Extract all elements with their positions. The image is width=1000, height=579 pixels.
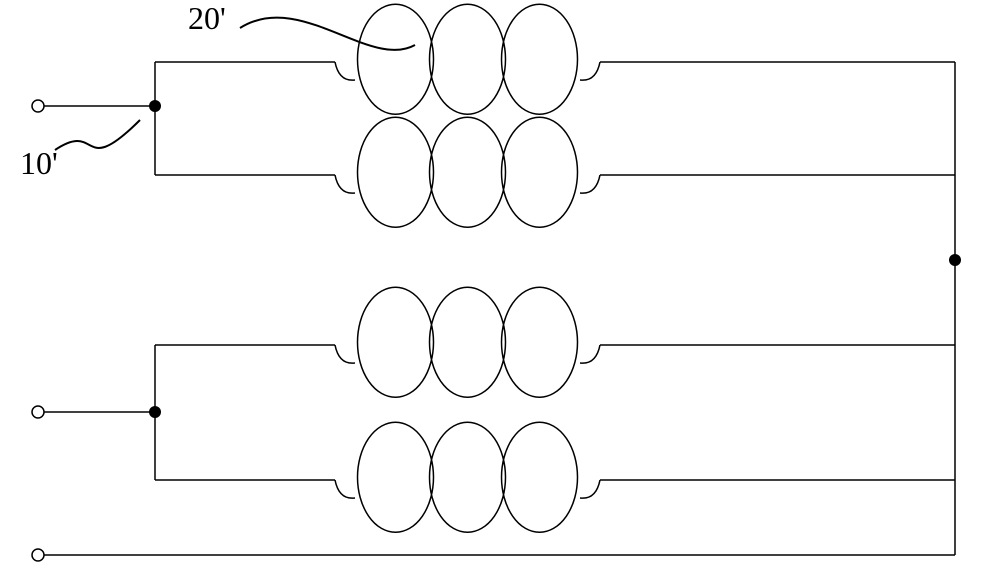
junction-j2: [149, 406, 161, 418]
terminal-t2: [32, 406, 44, 418]
junction-j1: [149, 100, 161, 112]
inductor-L3: [335, 287, 600, 397]
label-10prime: 10': [20, 145, 58, 182]
junction-j3: [949, 254, 961, 266]
label-20prime: 20': [188, 0, 226, 37]
leader-label20: [240, 18, 415, 50]
terminal-t1: [32, 100, 44, 112]
circuit-diagram: [0, 0, 1000, 579]
inductor-L2: [335, 117, 600, 227]
terminal-t3: [32, 549, 44, 561]
inductor-L4: [335, 422, 600, 532]
leader-label10: [55, 120, 140, 150]
inductor-L1: [335, 4, 600, 114]
